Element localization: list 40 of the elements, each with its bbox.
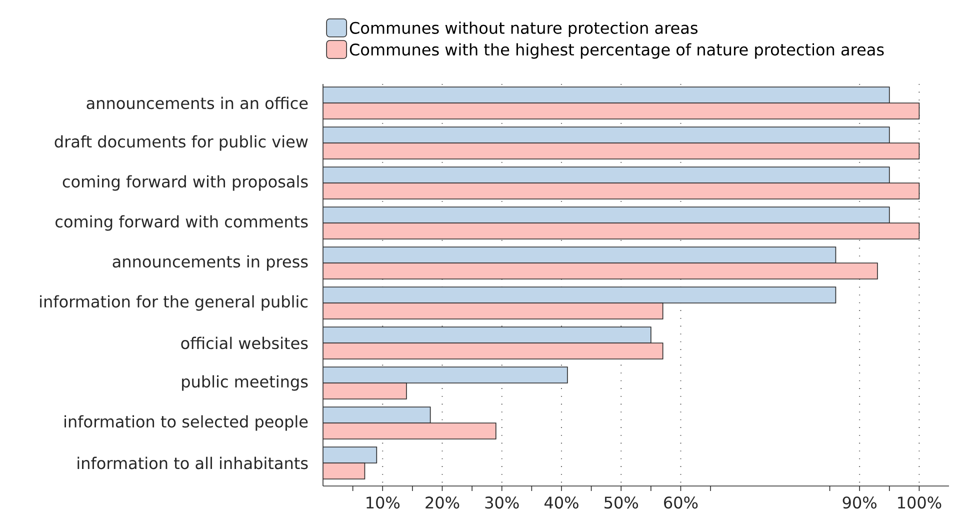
y-tick-label: information for the general public (40, 295, 308, 311)
bar (323, 382, 407, 400)
bar (323, 246, 836, 264)
bar (323, 422, 496, 440)
y-tick-label: coming forward with comments (56, 215, 308, 231)
bar (323, 182, 920, 200)
bar (323, 206, 890, 224)
bar (323, 302, 664, 320)
y-tick-label: information to selected people (64, 415, 308, 431)
bar (323, 222, 920, 240)
x-tick-label: 20% (426, 496, 460, 509)
bar (323, 286, 836, 304)
bar (323, 142, 920, 160)
bar (323, 86, 890, 104)
x-tick-label: 10% (366, 496, 400, 509)
bar (323, 166, 890, 184)
x-tick-label: 40% (544, 496, 578, 509)
legend-label: Communes without nature protection areas (350, 22, 698, 38)
x-tick-label: 30% (485, 496, 519, 509)
y-tick-label: information to all inhabitants (78, 456, 308, 470)
bar (323, 366, 568, 384)
bar (323, 326, 652, 344)
y-tick-label: draft documents for public view (54, 135, 308, 151)
bar (323, 462, 366, 480)
y-tick-label: announcements in press (112, 255, 308, 271)
bar (323, 342, 664, 360)
y-tick-label: public meetings (182, 375, 308, 391)
y-tick-label: announcements in an office (86, 96, 308, 110)
bar (323, 102, 920, 120)
y-tick-label: coming forward with proposals (62, 175, 308, 191)
x-tick-label: 50% (604, 496, 638, 509)
bar (323, 262, 878, 280)
bar (323, 126, 890, 144)
bar (323, 446, 378, 464)
y-tick-label: official websites (181, 336, 308, 350)
x-tick-label: 60% (664, 496, 698, 509)
legend-label: Communes with the highest percentage of nature protection areas (350, 43, 884, 59)
x-tick-label: 100% (898, 496, 942, 509)
x-tick-label: 90% (842, 496, 876, 509)
bar (323, 406, 431, 424)
